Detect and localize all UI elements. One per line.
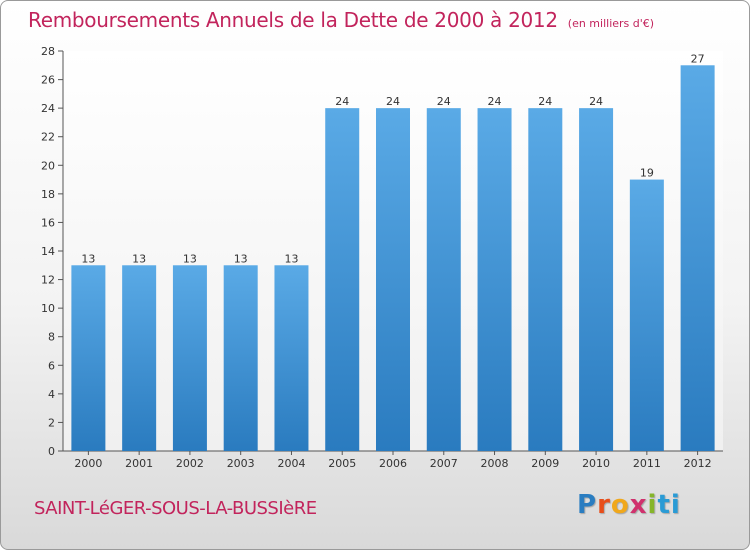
y-tick-label: 2 [48, 416, 55, 429]
data-label: 24 [538, 95, 552, 108]
x-tick-label: 2009 [531, 457, 559, 470]
y-tick-label: 24 [41, 102, 55, 115]
unit-label: (en milliers d'€) [567, 17, 655, 30]
data-label: 24 [335, 95, 349, 108]
data-label: 13 [284, 252, 298, 265]
y-tick-label: 14 [41, 245, 55, 258]
bar [274, 265, 309, 451]
y-tick-label: 10 [41, 302, 55, 315]
bar [477, 108, 512, 452]
x-tick-label: 2008 [481, 457, 509, 470]
y-tick-label: 6 [48, 359, 55, 372]
x-tick-label: 2000 [74, 457, 102, 470]
data-label: 13 [132, 252, 146, 265]
y-tick-label: 0 [48, 445, 55, 458]
bar [680, 65, 715, 452]
data-label: 13 [183, 252, 197, 265]
y-tick-label: 22 [41, 131, 55, 144]
y-tick-label: 4 [48, 388, 55, 401]
y-tick-label: 8 [48, 331, 55, 344]
x-tick-label: 2002 [176, 457, 204, 470]
y-tick-label: 16 [41, 216, 55, 229]
x-tick-label: 2006 [379, 457, 407, 470]
proxiti-logo: Proxiti [577, 490, 681, 520]
y-tick-label: 12 [41, 274, 55, 287]
bar [172, 265, 207, 451]
data-label: 24 [437, 95, 451, 108]
x-tick-label: 2005 [328, 457, 356, 470]
y-tick-label: 28 [41, 45, 55, 58]
bar [528, 108, 563, 452]
bar [376, 108, 410, 452]
x-tick-label: 2004 [277, 457, 305, 470]
x-tick-label: 2003 [227, 457, 255, 470]
x-tick-label: 2007 [430, 457, 458, 470]
x-tick-label: 2010 [582, 457, 610, 470]
data-label: 24 [589, 95, 603, 108]
chart-title-text: Remboursements Annuels de la Dette de 20… [28, 8, 558, 32]
data-label: 24 [386, 95, 400, 108]
data-label: 24 [488, 95, 502, 108]
x-tick-label: 2001 [125, 457, 153, 470]
bar [71, 265, 106, 451]
data-label: 13 [81, 252, 95, 265]
bar [223, 265, 258, 451]
data-label: 27 [691, 52, 705, 65]
chart-title: Remboursements Annuels de la Dette de 20… [28, 8, 654, 32]
commune-name: SAINT-LéGER-SOUS-LA-BUSSIèRE [34, 498, 317, 519]
bar [579, 108, 614, 452]
y-tick-label: 18 [41, 188, 55, 201]
bar [325, 108, 360, 452]
x-tick-label: 2011 [633, 457, 661, 470]
bar [122, 265, 157, 451]
x-tick-label: 2012 [684, 457, 712, 470]
y-tick-label: 20 [41, 159, 55, 172]
bar [426, 108, 461, 452]
y-tick-label: 26 [41, 74, 55, 87]
bar [629, 179, 664, 452]
data-label: 13 [234, 252, 248, 265]
data-label: 19 [640, 167, 654, 180]
